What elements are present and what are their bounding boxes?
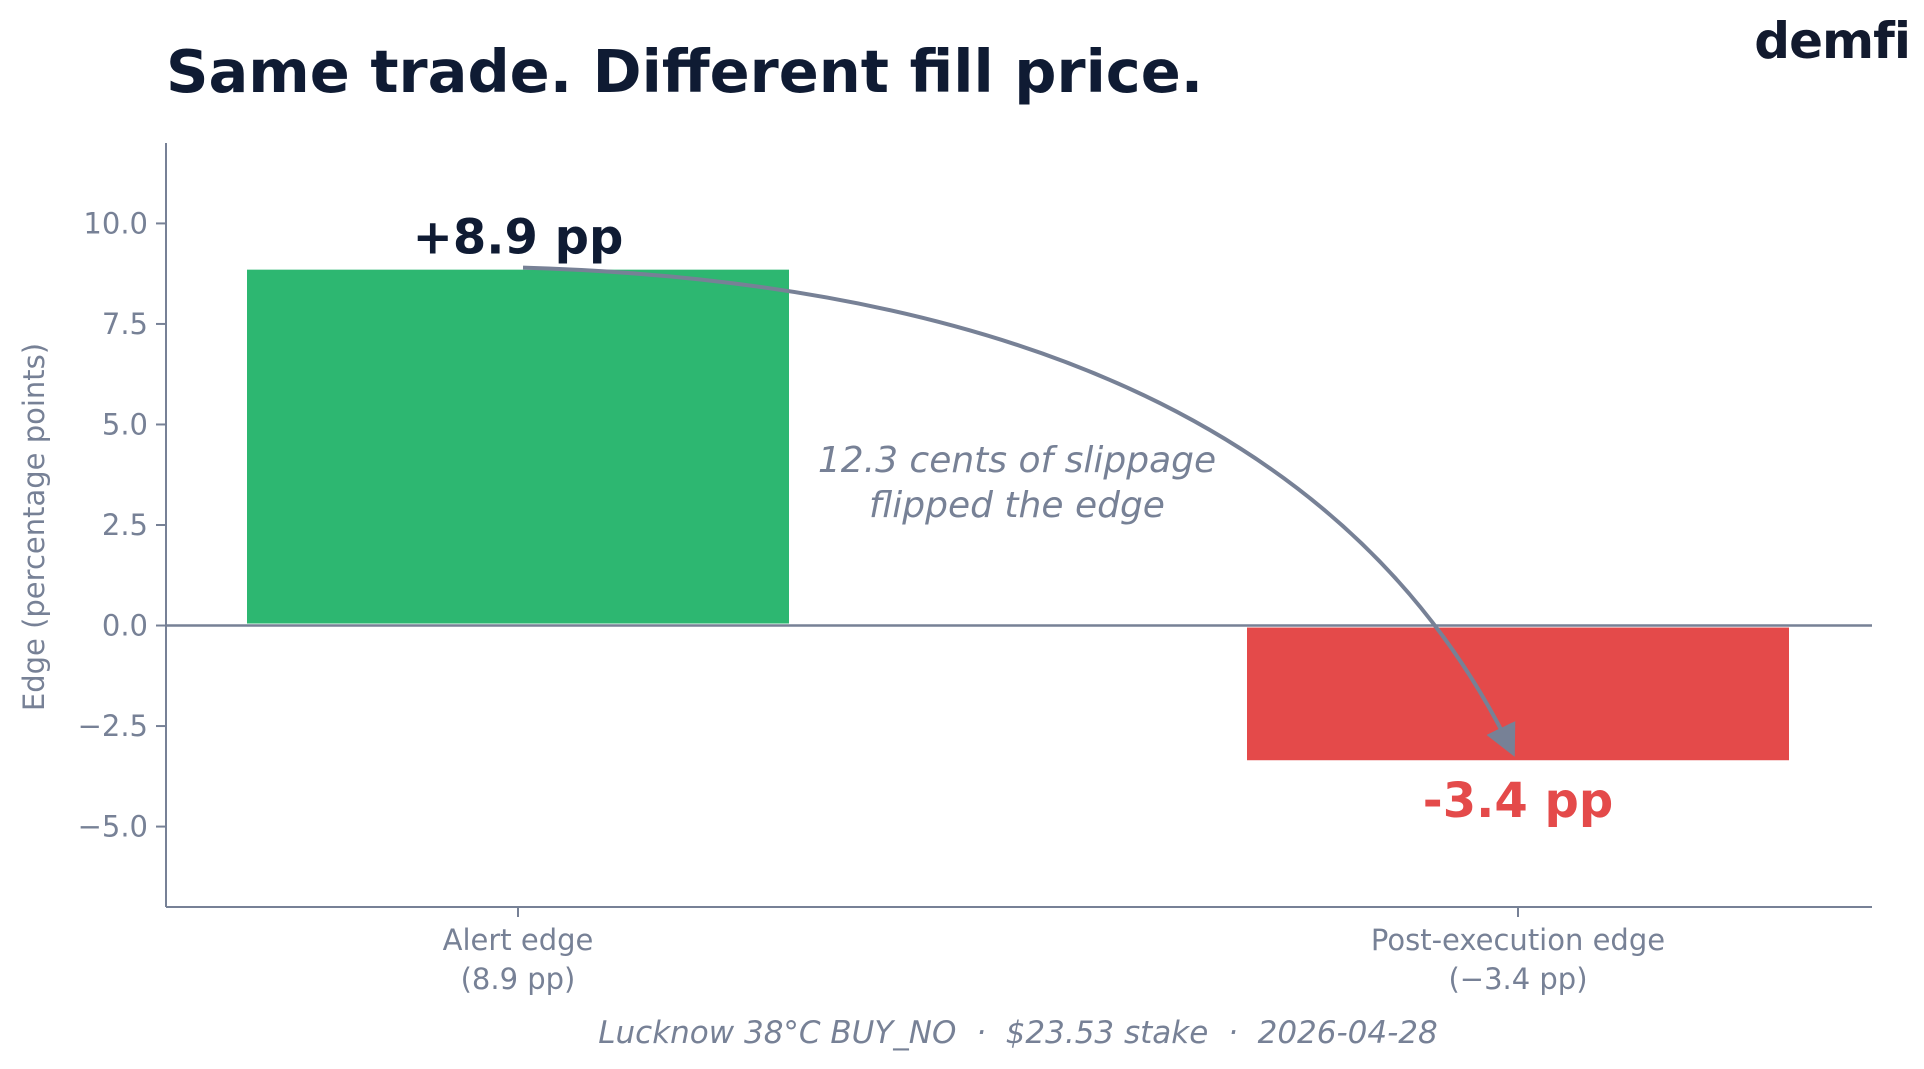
y-tick-label: 7.5 <box>102 307 148 341</box>
y-tick-label: −2.5 <box>78 709 148 743</box>
bar-0 <box>243 265 793 628</box>
y-tick-label: 5.0 <box>102 407 148 441</box>
x-axis-categories: Alert edge (8.9 pp) Post-execution edge (−3… <box>443 907 1665 996</box>
chart-title: Same trade. Different fill price. <box>166 37 1203 106</box>
y-tick-label: 2.5 <box>102 508 148 542</box>
data-labels: +8.9 pp -3.4 pp <box>413 210 1614 830</box>
plot-area: −5.0−2.50.02.55.07.510.0 +8.9 pp-3.4 pp … <box>78 143 1872 996</box>
data-label-1: -3.4 pp <box>1423 773 1613 829</box>
slippage-arrow <box>522 265 1516 757</box>
data-label-0: +8.9 pp <box>413 210 624 266</box>
x-category-label: Alert edge (8.9 pp) <box>443 923 594 996</box>
brand-logo: demfi <box>1754 12 1910 70</box>
y-axis-ticks: −5.0 −2.5 0.0 2.5 5.0 7.5 10.0 <box>78 206 166 844</box>
bar-1 <box>1243 623 1793 765</box>
y-tick-label: 10.0 <box>83 206 148 240</box>
y-tick-label: 0.0 <box>102 609 148 643</box>
y-axis-label: Edge (percentage points) <box>17 343 51 711</box>
y-tick-label: −5.0 <box>78 810 148 844</box>
footer-caption: Lucknow 38°C BUY_NO · $23.53 stake · 202… <box>598 1015 1438 1051</box>
x-category-label: Post-execution edge (−3.4 pp) <box>1371 923 1665 996</box>
bars <box>243 265 1793 765</box>
slippage-annotation: 12.3 cents of slippage flipped the edge <box>818 440 1216 526</box>
